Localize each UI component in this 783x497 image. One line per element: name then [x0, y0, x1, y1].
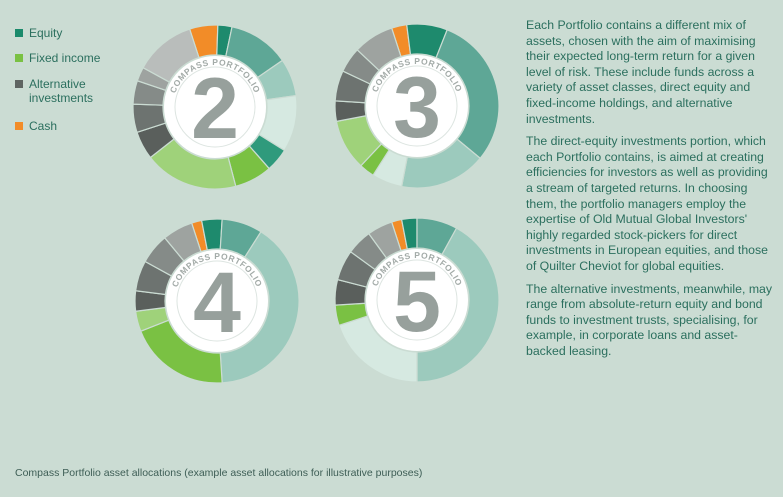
legend-item-fixed-income: Fixed income	[15, 51, 100, 65]
legend-item-alternative-investments: Alternative investments	[15, 77, 129, 105]
description-text: Each Portfolio contains a different mix …	[526, 18, 776, 366]
donut-2-hole	[164, 56, 266, 158]
donut-5-slice-3	[416, 227, 500, 383]
donut-4-hole	[166, 250, 268, 352]
figure-caption: Compass Portfolio asset allocations (exa…	[15, 467, 423, 479]
donut-4-inner-ring	[176, 260, 258, 342]
donut-5-number: 5	[393, 254, 441, 350]
legend-swatch-alternative-investments	[15, 80, 23, 88]
legend-swatch-fixed-income	[15, 54, 23, 62]
donut-3-inner-ring	[376, 65, 458, 147]
donut-5-slice-9	[367, 221, 402, 259]
legend-label-alternative-investments: Alternative investments	[29, 77, 94, 105]
legend-label-fixed-income: Fixed income	[29, 51, 101, 65]
donut-2-inner-ring	[174, 66, 256, 148]
legend-swatch-equity	[15, 29, 23, 37]
donut-2-number: 2	[191, 61, 239, 157]
paragraph-direct-equity: The direct-equity investments portion, w…	[526, 134, 768, 273]
donut-4-slice-9	[163, 222, 202, 262]
donut-5-inner-ring	[376, 259, 458, 341]
donut-5-hole	[366, 249, 468, 351]
donut-3-hole	[366, 55, 468, 157]
legend-item-equity: Equity	[15, 26, 62, 40]
paragraph-intro: Each Portfolio contains a different mix …	[526, 18, 756, 126]
donut-3-number: 3	[393, 60, 441, 156]
legend-label-cash: Cash	[29, 119, 58, 133]
donut-4-number: 4	[193, 255, 241, 351]
legend-item-cash: Cash	[15, 119, 57, 133]
legend-swatch-cash	[15, 122, 23, 130]
paragraph-alternative: The alternative investments, meanwhile, …	[526, 281, 773, 358]
donut-3-slice-10	[356, 27, 402, 72]
donut-4-slice-3	[219, 230, 300, 384]
legend-label-equity: Equity	[29, 26, 63, 40]
donut-2-slice-12	[142, 28, 200, 83]
